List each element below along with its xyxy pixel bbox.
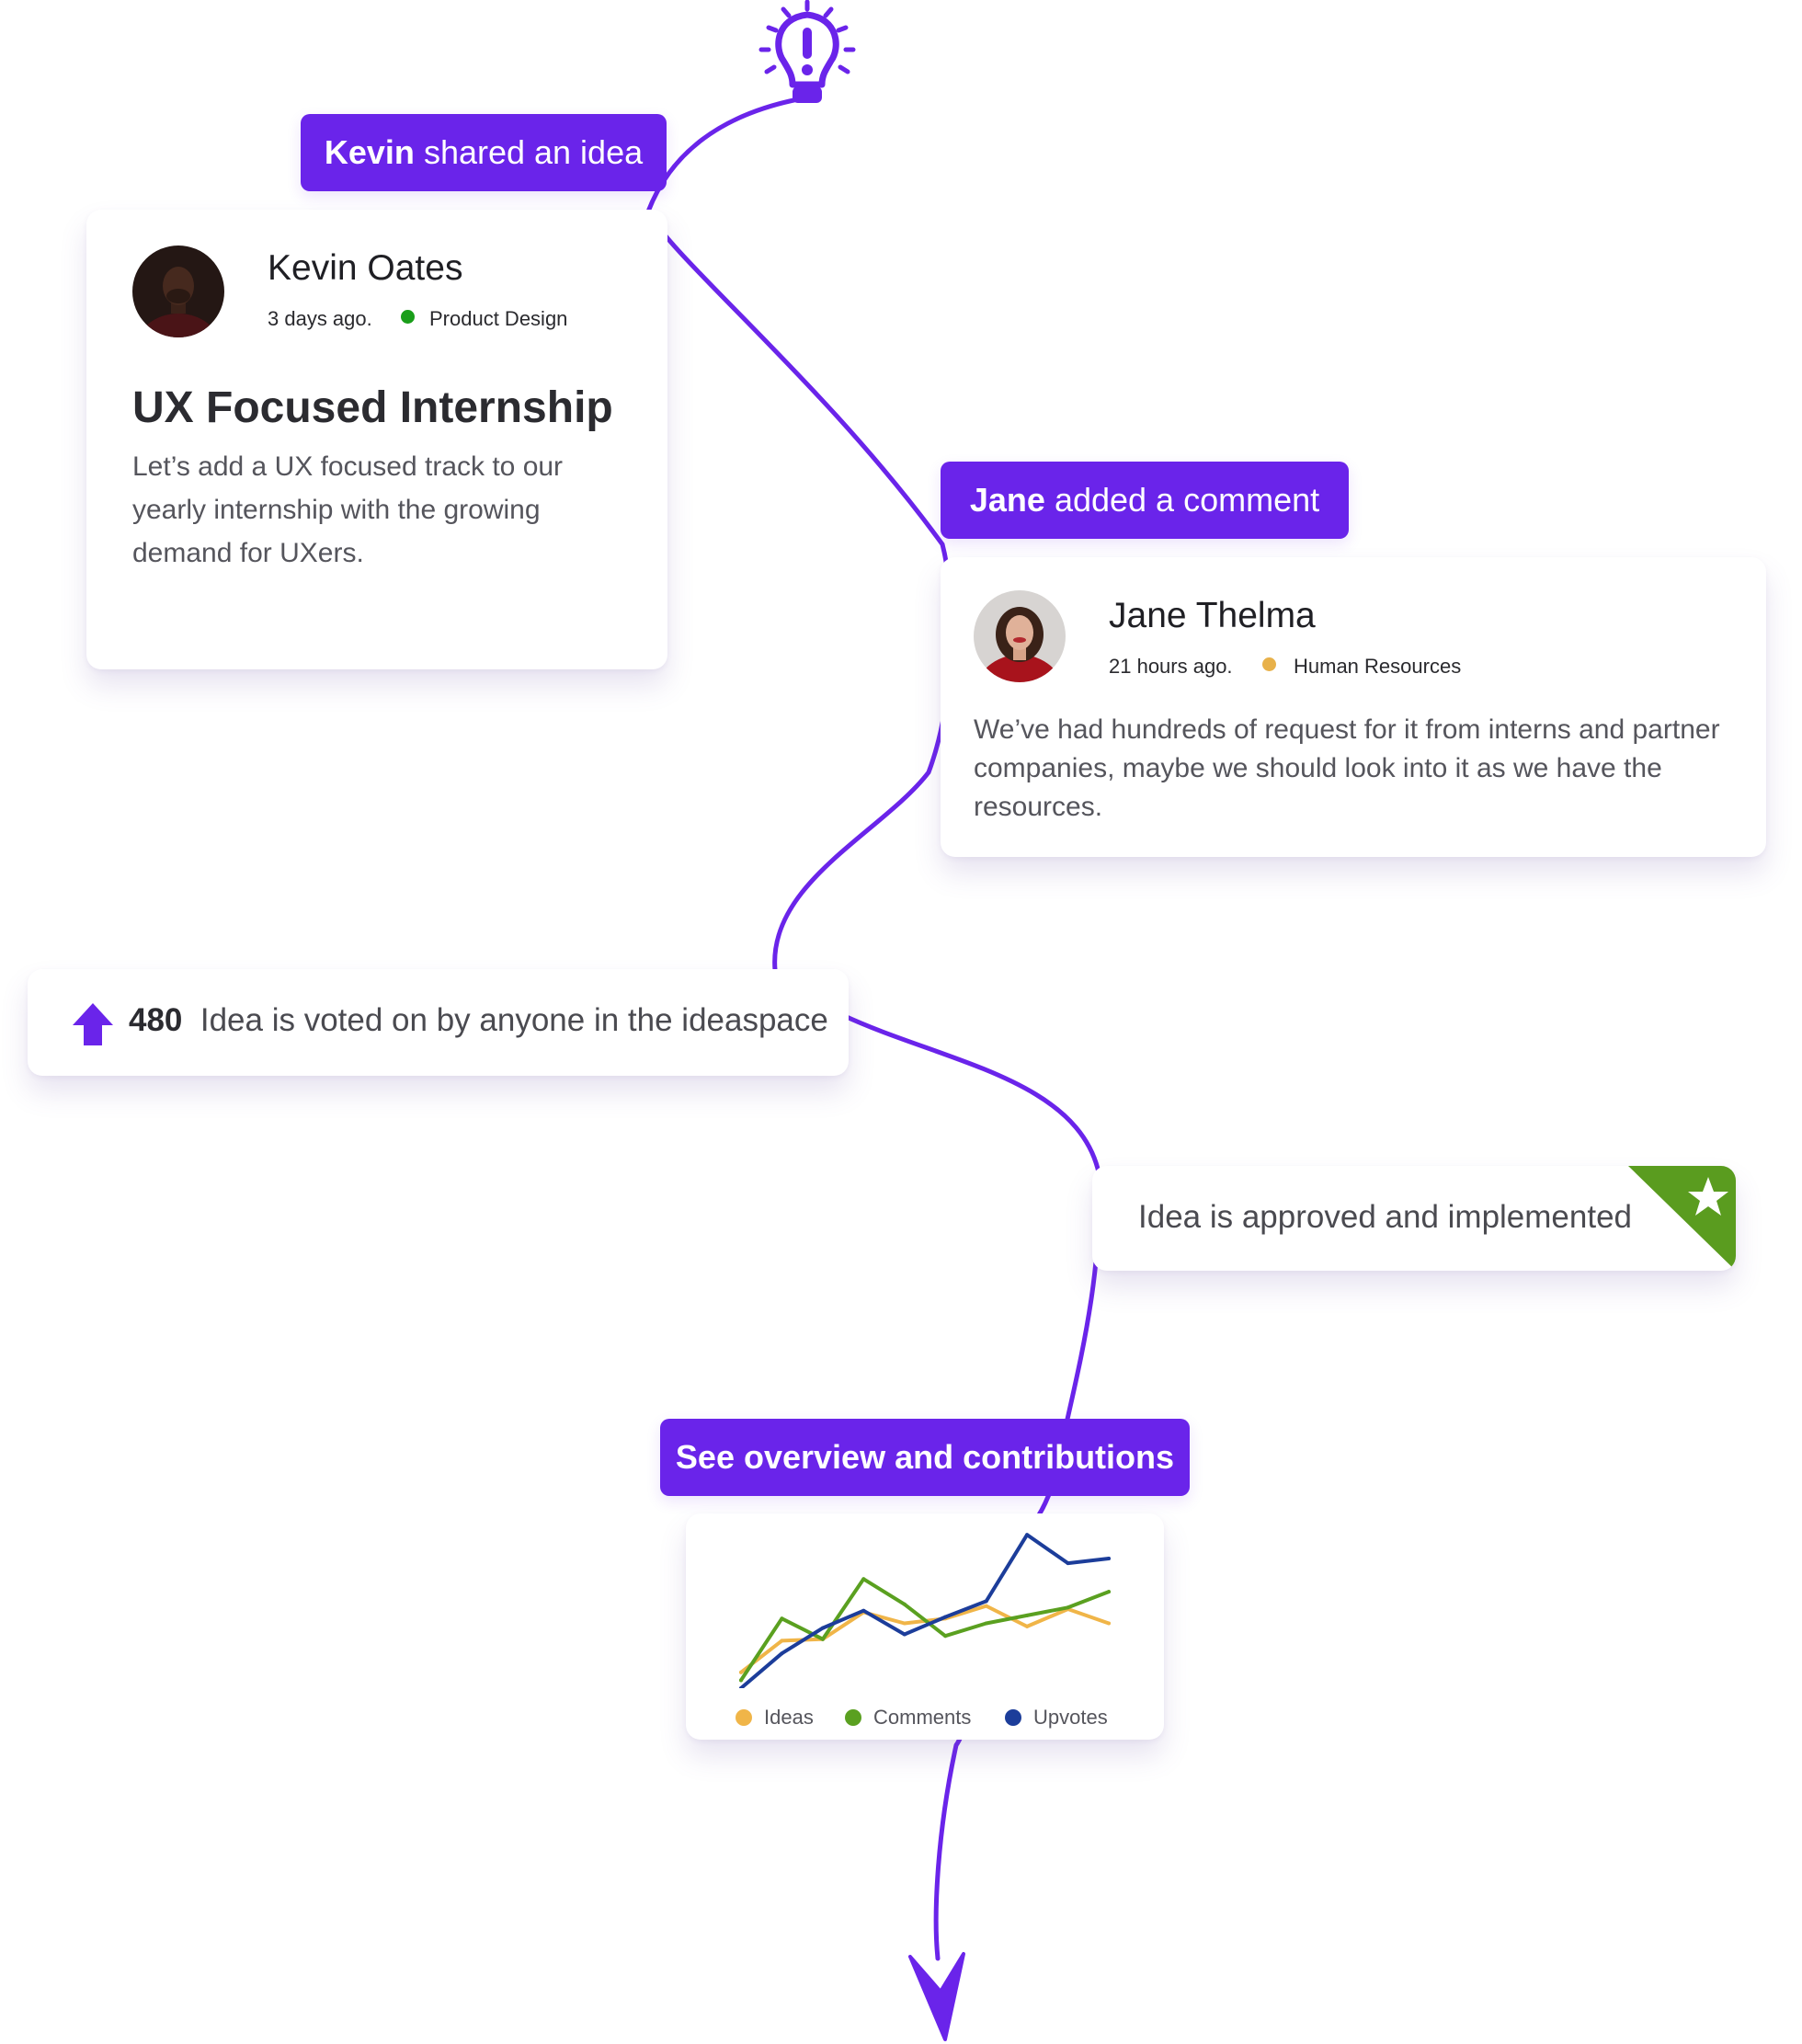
data-point-upvotes [1066,1561,1070,1566]
data-point-ideas [984,1604,988,1608]
star-badge-icon [1628,1166,1736,1271]
posted-time: 21 hours ago. [1109,655,1233,678]
comment-action-text: added a comment [1054,481,1320,519]
legend-dot-upvotes [1005,1709,1021,1726]
department-label: Product Design [429,307,568,330]
legend-label-comments: Comments [873,1706,972,1729]
avatar [974,590,1066,682]
approved-text: Idea is approved and implemented [1138,1199,1633,1235]
data-point-ideas [1107,1621,1111,1626]
data-point-upvotes [1025,1533,1030,1537]
legend-dot-ideas [736,1709,752,1726]
idea-action-text: shared an idea [423,133,644,171]
department-label: Human Resources [1294,655,1462,678]
data-point-upvotes [943,1615,948,1619]
comment-added-label: Jane added a comment [941,462,1349,539]
data-point-upvotes [1107,1557,1111,1560]
arrow-down-icon [908,1952,965,2041]
data-point-comments [780,1616,784,1621]
data-point-ideas [780,1639,784,1643]
vote-count: 480 [129,1002,183,1038]
overview-button[interactable]: See overview and contributions [660,1419,1190,1496]
series-line-upvotes [739,1533,1111,1688]
data-point-comments [861,1577,866,1582]
contributions-chart [739,1533,1111,1688]
department-status-dot [1262,657,1276,671]
comment-card[interactable]: Jane Thelma 21 hours ago. Human Resource… [941,557,1766,857]
posted-time: 3 days ago. [268,307,372,330]
data-point-comments [1107,1590,1111,1594]
legend-label-ideas: Ideas [764,1706,814,1729]
data-point-comments [902,1602,907,1606]
data-point-comments [1025,1613,1030,1617]
series-line-comments [739,1577,1111,1683]
data-point-comments [820,1637,825,1641]
data-point-upvotes [820,1626,825,1630]
data-point-comments [943,1634,948,1639]
idea-actor-name: Kevin [324,133,415,171]
legend-label-upvotes: Upvotes [1033,1706,1108,1729]
vote-description: Idea is voted on by anyone in the ideasp… [200,1002,828,1038]
data-point-ideas [1025,1624,1030,1628]
data-point-upvotes [902,1632,907,1637]
chart-card: Ideas Comments Upvotes [686,1513,1164,1740]
author-name: Kevin Oates [268,248,463,288]
comment-actor-name: Jane [969,481,1045,519]
approved-card: Idea is approved and implemented [1092,1166,1736,1271]
legend-dot-comments [845,1709,861,1726]
data-point-comments [984,1621,988,1626]
idea-description: Let’s add a UX focused track to our year… [132,451,564,568]
data-point-upvotes [780,1651,784,1656]
department-status-dot [401,310,415,324]
data-point-ideas [902,1621,907,1626]
data-point-comments [739,1678,743,1683]
upvote-arrow-icon[interactable] [71,1001,115,1047]
data-point-upvotes [984,1599,988,1604]
comment-text: We’ve had hundreds of request for it fro… [974,714,1720,822]
vote-card: 480 Idea is voted on by anyone in the id… [28,969,849,1076]
vote-summary: 480 Idea is voted on by anyone in the id… [129,1002,828,1039]
data-point-ideas [739,1670,743,1674]
data-point-comments [1066,1605,1070,1610]
data-point-upvotes [739,1686,743,1688]
author-name: Jane Thelma [1109,596,1316,635]
avatar [132,246,224,337]
lightbulb-idea-icon [758,0,856,103]
idea-shared-label: Kevin shared an idea [301,114,667,191]
idea-card[interactable]: Kevin Oates 3 days ago. Product Design U… [86,210,667,669]
series-line-ideas [739,1604,1111,1674]
data-point-upvotes [861,1608,866,1613]
idea-title: UX Focused Internship [132,383,613,432]
